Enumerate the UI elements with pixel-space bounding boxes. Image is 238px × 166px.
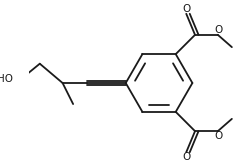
Text: O: O <box>182 152 190 162</box>
Text: HO: HO <box>0 75 14 84</box>
Text: O: O <box>182 4 190 14</box>
Text: O: O <box>215 25 223 36</box>
Text: O: O <box>215 130 223 141</box>
